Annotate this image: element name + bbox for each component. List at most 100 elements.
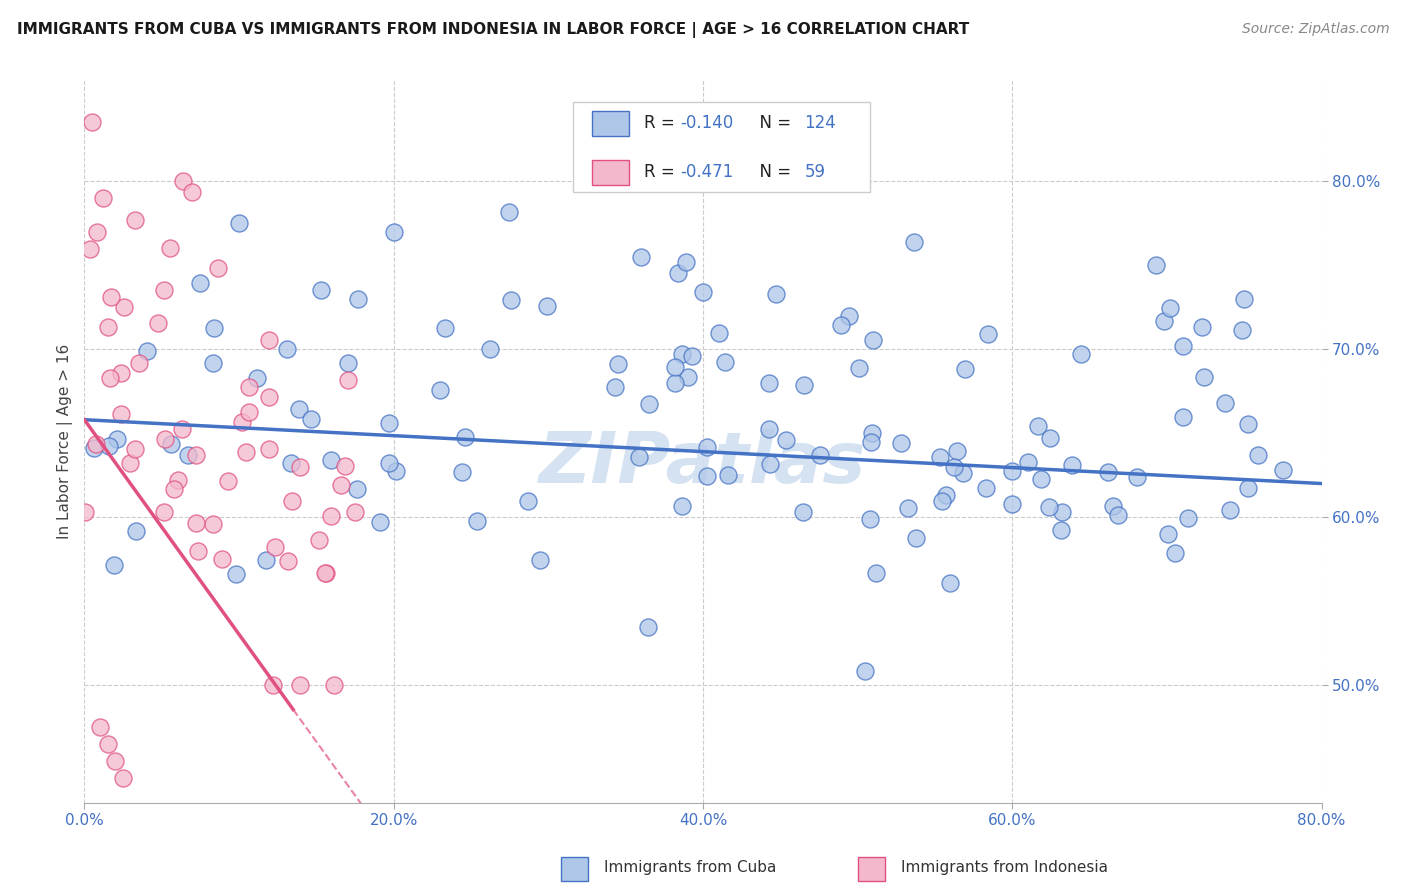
Point — [1230, 323, 1253, 337]
Point — [1219, 503, 1241, 517]
Text: R =: R = — [644, 163, 679, 181]
Point — [860, 435, 883, 450]
Point — [91, 191, 114, 205]
Point — [385, 464, 408, 478]
Point — [187, 544, 209, 558]
Point — [758, 422, 780, 436]
Point — [257, 333, 280, 347]
Point — [692, 285, 714, 300]
Point — [630, 250, 652, 264]
Point — [1039, 431, 1062, 445]
Point — [896, 501, 918, 516]
Point — [1173, 339, 1195, 353]
Point — [225, 567, 247, 582]
FancyBboxPatch shape — [858, 857, 884, 880]
Point — [1171, 410, 1194, 425]
Point — [235, 445, 257, 459]
Point — [84, 436, 107, 450]
Point — [322, 678, 344, 692]
Point — [664, 376, 686, 390]
Point — [315, 566, 337, 581]
Point — [838, 310, 860, 324]
Point — [1237, 417, 1260, 431]
Text: Immigrants from Cuba: Immigrants from Cuba — [605, 860, 776, 875]
Point — [79, 242, 101, 256]
Point — [775, 434, 797, 448]
Point — [793, 378, 815, 392]
Point — [378, 417, 401, 431]
Point — [1177, 511, 1199, 525]
Point — [173, 174, 195, 188]
Point — [153, 283, 176, 297]
Point — [337, 373, 360, 387]
Point — [1017, 455, 1039, 469]
Point — [159, 241, 181, 255]
Point — [1144, 258, 1167, 272]
Point — [1153, 314, 1175, 328]
Point — [498, 205, 520, 219]
Point — [96, 737, 118, 751]
Point — [939, 576, 962, 591]
Point — [184, 516, 207, 530]
Point — [1233, 292, 1256, 306]
Point — [848, 360, 870, 375]
Point — [450, 465, 472, 479]
Point — [299, 412, 322, 426]
Point — [671, 347, 693, 361]
Point — [128, 356, 150, 370]
Point — [346, 292, 368, 306]
Text: R =: R = — [644, 114, 679, 132]
Point — [162, 482, 184, 496]
Point — [429, 383, 451, 397]
Point — [202, 516, 225, 531]
Point — [1237, 481, 1260, 495]
Point — [100, 290, 122, 304]
Point — [1001, 497, 1024, 511]
Point — [904, 531, 927, 545]
Point — [858, 511, 880, 525]
Point — [136, 344, 159, 359]
Point — [977, 326, 1000, 341]
Point — [830, 318, 852, 333]
Point — [120, 456, 142, 470]
Point — [860, 425, 883, 440]
Point — [257, 390, 280, 404]
Point — [903, 235, 925, 249]
Point — [929, 450, 952, 465]
Point — [254, 553, 277, 567]
Point — [671, 500, 693, 514]
Point — [1247, 448, 1270, 462]
Point — [637, 620, 659, 634]
Point — [246, 371, 269, 385]
FancyBboxPatch shape — [592, 160, 628, 185]
Point — [238, 380, 260, 394]
Point — [321, 509, 343, 524]
Point — [231, 415, 253, 429]
Point — [953, 362, 976, 376]
Point — [89, 720, 111, 734]
Point — [976, 481, 998, 495]
Y-axis label: In Labor Force | Age > 16: In Labor Force | Age > 16 — [58, 344, 73, 539]
Point — [112, 771, 135, 785]
Point — [714, 355, 737, 369]
Point — [378, 456, 401, 470]
Point — [942, 459, 965, 474]
Point — [207, 261, 229, 276]
Point — [536, 299, 558, 313]
Point — [124, 442, 146, 457]
Point — [808, 449, 831, 463]
Point — [112, 300, 135, 314]
Text: -0.140: -0.140 — [681, 114, 734, 132]
Point — [454, 430, 477, 444]
Point — [758, 376, 780, 390]
Point — [709, 326, 731, 341]
Text: Source: ZipAtlas.com: Source: ZipAtlas.com — [1241, 22, 1389, 37]
Point — [499, 293, 522, 307]
Point — [110, 366, 132, 380]
Point — [890, 436, 912, 450]
Point — [606, 357, 628, 371]
Point — [664, 359, 686, 374]
Text: 59: 59 — [804, 163, 825, 181]
Point — [280, 456, 302, 470]
Point — [153, 432, 176, 446]
